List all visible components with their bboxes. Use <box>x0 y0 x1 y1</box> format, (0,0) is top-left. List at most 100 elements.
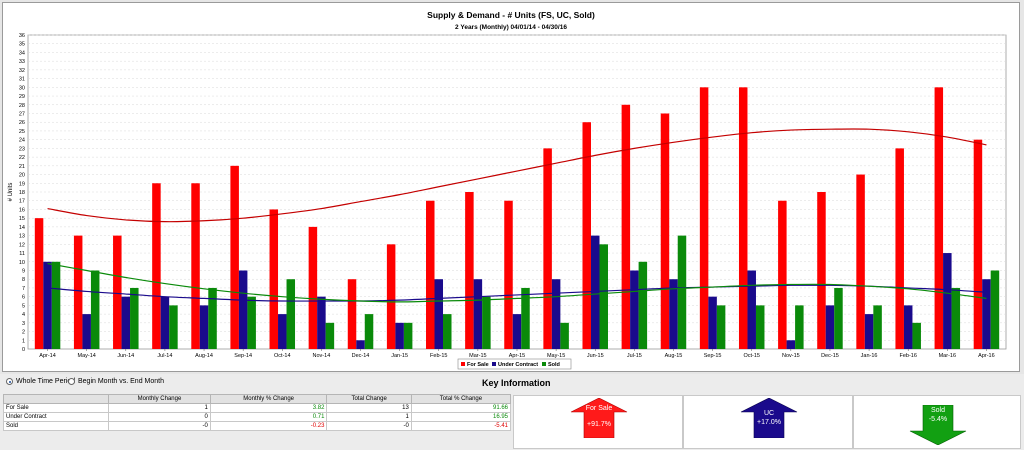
x-tick-label: Jan-15 <box>391 353 408 359</box>
y-tick-label: 18 <box>19 190 25 196</box>
x-tick-label: Dec-15 <box>821 353 839 359</box>
bar-sold <box>560 322 569 349</box>
table-header: Monthly Change <box>108 394 211 404</box>
y-tick-label: 36 <box>19 33 25 39</box>
bar-under-contract <box>708 296 717 349</box>
bar-sold <box>677 235 687 349</box>
bar-under-contract <box>864 314 874 349</box>
radio-begin-vs-end[interactable]: Begin Month vs. End Month <box>68 378 164 385</box>
table-header: Total % Change <box>410 394 512 404</box>
bar-under-contract <box>943 253 952 349</box>
bar-for-sale <box>230 165 239 349</box>
x-tick-label: Jul-14 <box>157 353 172 359</box>
x-tick-label: Apr-15 <box>509 353 526 359</box>
y-tick-label: 4 <box>22 312 25 318</box>
radio-begin-end-label: Begin Month vs. End Month <box>78 378 164 385</box>
y-tick-label: 16 <box>19 207 25 213</box>
bar-for-sale <box>934 87 944 349</box>
y-tick-label: 19 <box>19 181 25 187</box>
monthly-change-cell: 0 <box>108 412 211 422</box>
y-tick-label: 32 <box>19 68 25 74</box>
uc-indicator-label: UC <box>763 410 775 417</box>
y-tick-label: 22 <box>19 155 25 161</box>
bar-sold <box>638 261 648 349</box>
bar-sold <box>482 296 491 349</box>
legend-label: Under Contract <box>498 362 538 368</box>
bar-for-sale <box>582 122 591 349</box>
y-tick-label: 3 <box>22 321 25 327</box>
trendline-sold <box>47 262 987 303</box>
y-axis-label: # Units <box>8 183 14 202</box>
y-tick-label: 6 <box>22 295 25 301</box>
x-tick-label: Jan-16 <box>861 353 878 359</box>
radio-selected-icon <box>6 378 13 385</box>
table-row: For Sale 1 3.82 13 91.66 <box>3 403 512 413</box>
y-tick-label: 13 <box>19 234 25 240</box>
table-header: Monthly % Change <box>209 394 328 404</box>
bar-for-sale <box>660 113 670 349</box>
y-tick-label: 31 <box>19 77 25 83</box>
bar-under-contract <box>551 279 561 349</box>
monthly-pct-cell: -0.23 <box>209 421 328 431</box>
x-tick-label: Dec-14 <box>352 353 370 359</box>
table-header <box>3 394 109 404</box>
bar-sold <box>521 287 530 349</box>
radio-whole-time-period[interactable]: Whole Time Period <box>6 378 75 385</box>
monthly-change-cell: 1 <box>108 403 211 413</box>
radio-whole-label: Whole Time Period <box>16 378 76 385</box>
bar-for-sale <box>152 183 161 349</box>
bar-for-sale <box>347 279 357 349</box>
bar-sold <box>169 305 178 349</box>
sold-indicator-value: -5.4% <box>928 416 948 423</box>
bar-under-contract <box>747 270 756 349</box>
for-sale-indicator-value: +91.7% <box>587 421 611 428</box>
x-tick-label: Jul-15 <box>627 353 642 359</box>
total-pct-cell: 16.95 <box>410 412 512 422</box>
y-tick-label: 26 <box>19 120 25 126</box>
bar-under-contract <box>317 296 326 349</box>
legend-swatch <box>542 362 546 366</box>
y-tick-label: 12 <box>19 242 25 248</box>
x-tick-label: Oct-15 <box>743 353 760 359</box>
bar-sold <box>990 270 1000 349</box>
bar-for-sale <box>191 183 200 349</box>
for-sale-indicator-panel: For Sale +91.7% <box>513 395 683 449</box>
bar-under-contract <box>903 305 913 349</box>
bar-sold <box>873 305 882 349</box>
table-row: Sold -0 -0.23 -0 -5.41 <box>3 421 512 431</box>
bar-under-contract <box>825 305 835 349</box>
bar-sold <box>90 270 100 349</box>
y-tick-label: 10 <box>19 260 25 266</box>
bar-for-sale <box>738 87 748 349</box>
bar-under-contract <box>669 279 678 349</box>
bar-under-contract <box>278 314 287 349</box>
y-tick-label: 27 <box>19 112 25 118</box>
bar-sold <box>364 314 374 349</box>
x-tick-label: May-15 <box>547 353 565 359</box>
row-label: For Sale <box>3 403 109 413</box>
bar-for-sale <box>856 174 865 349</box>
bar-for-sale <box>543 148 552 349</box>
bar-sold <box>951 287 961 349</box>
bar-sold <box>716 305 726 349</box>
uc-indicator-panel: UC +17.0% <box>683 395 853 449</box>
bar-sold <box>130 287 139 349</box>
bar-under-contract <box>590 235 600 349</box>
chart-subtitle: 2 Years (Monthly) 04/01/14 - 04/30/16 <box>455 24 567 31</box>
bar-for-sale <box>73 235 83 349</box>
legend-label: For Sale <box>467 362 489 368</box>
y-tick-label: 7 <box>22 286 25 292</box>
x-tick-label: Oct-14 <box>274 353 291 359</box>
x-tick-label: Nov-15 <box>782 353 800 359</box>
y-tick-label: 8 <box>22 277 25 283</box>
uc-indicator-value: +17.0% <box>757 419 781 426</box>
bar-under-contract <box>473 279 483 349</box>
bar-under-contract <box>356 340 365 349</box>
table-header-row: Monthly Change Monthly % Change Total Ch… <box>3 394 512 404</box>
key-information-title: Key Information <box>482 378 551 388</box>
x-tick-label: Aug-14 <box>195 353 213 359</box>
legend-label: Sold <box>548 362 560 368</box>
x-tick-label: Nov-14 <box>313 353 331 359</box>
uc-up-arrow-icon <box>740 398 798 438</box>
y-tick-label: 25 <box>19 129 25 135</box>
